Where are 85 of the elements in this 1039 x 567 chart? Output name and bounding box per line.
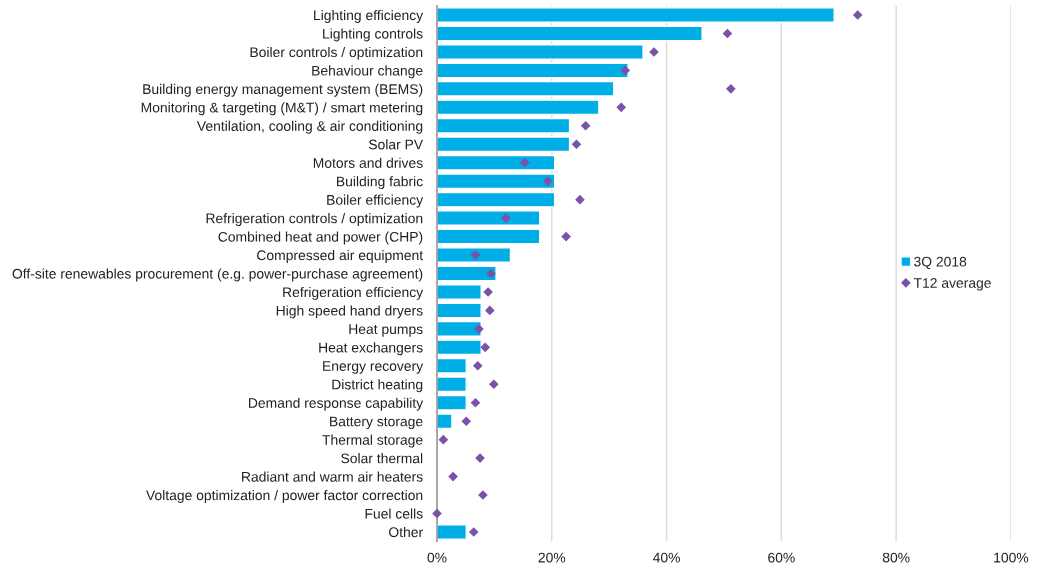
point <box>489 379 499 390</box>
bar <box>437 413 453 430</box>
point <box>542 176 553 186</box>
y-tick-label: Other <box>389 526 423 538</box>
point <box>580 120 591 131</box>
x-tick-label: 20% <box>538 552 566 563</box>
point <box>501 213 511 223</box>
bar <box>437 44 644 60</box>
y-tick-label: Refrigeration efficiency <box>283 286 424 300</box>
y-tick-label: District heating <box>332 379 423 393</box>
y-tick-label: Combined heat and power (CHP) <box>218 231 423 245</box>
y-tick-label: Battery storage <box>330 416 423 430</box>
x-tick-label: 80% <box>882 552 910 563</box>
point <box>726 84 736 94</box>
point <box>432 508 442 519</box>
bar <box>437 99 600 116</box>
point <box>486 268 496 279</box>
y-tick-label: Solar PV <box>368 139 424 150</box>
point <box>616 102 627 113</box>
bar <box>437 62 629 79</box>
y-tick-label: Radiant and warm air heaters <box>242 471 423 482</box>
y-tick-label: Fuel cells <box>365 508 423 519</box>
y-tick-label: Boiler efficiency <box>327 194 424 208</box>
point <box>571 139 582 150</box>
bar <box>437 339 482 356</box>
bar <box>437 320 482 337</box>
legend-label: 3Q 2018 <box>914 256 967 270</box>
y-tick-label: Demand response capability <box>249 397 424 411</box>
y-tick-label: Heat pumps <box>349 324 423 337</box>
point <box>480 342 491 353</box>
point <box>470 397 481 408</box>
bar <box>437 80 615 97</box>
bar <box>437 117 571 134</box>
y-tick-label: Compressed air equipment <box>257 250 424 263</box>
x-tick-label: 0% <box>427 552 447 563</box>
legend-label: T12 average <box>913 278 991 291</box>
point <box>461 416 472 427</box>
bar <box>437 136 571 153</box>
y-tick-label: Building energy management system (BEMS) <box>143 83 423 97</box>
bar <box>437 524 467 540</box>
bar <box>437 247 512 263</box>
y-tick-label: Solar thermal <box>341 453 423 464</box>
bar <box>437 265 497 282</box>
y-tick-label: Off-site renewables procurement (e.g. power-purchase agreement) <box>12 268 423 282</box>
point <box>620 65 631 76</box>
point <box>484 305 495 316</box>
point <box>561 231 571 242</box>
point <box>575 194 585 205</box>
y-tick-label: Heat exchangers <box>319 342 423 356</box>
bar <box>437 25 703 42</box>
x-tick-label: 100% <box>994 552 1029 563</box>
y-tick-label: Thermal storage <box>322 434 423 448</box>
x-tick-label: 40% <box>653 552 680 563</box>
bar <box>437 284 482 300</box>
bar <box>437 191 556 208</box>
bar <box>437 7 835 23</box>
y-tick-label: Lighting controls <box>323 28 423 42</box>
y-tick-label: Motors and drives <box>313 157 423 168</box>
bar <box>437 376 467 393</box>
y-tick-label: Energy recovery <box>323 361 424 374</box>
y-tick-label: Ventilation, cooling & air conditioning <box>196 120 423 134</box>
y-tick-label: Behaviour change <box>312 65 423 79</box>
point <box>470 250 481 260</box>
point <box>852 10 863 20</box>
y-tick-label: High speed hand dryers <box>276 305 423 319</box>
bar <box>437 154 556 171</box>
point <box>472 360 483 371</box>
point <box>438 434 449 445</box>
x-tick-label: 60% <box>768 552 795 563</box>
y-tick-label: Boiler controls / optimization <box>250 46 423 60</box>
bar <box>437 357 467 374</box>
bar <box>437 210 541 226</box>
point <box>448 471 458 482</box>
bar <box>437 173 556 190</box>
y-tick-label: Refrigeration controls / optimization <box>206 213 423 227</box>
y-tick-label: Voltage optimization / power factor correction <box>146 490 423 503</box>
point <box>474 324 484 334</box>
point <box>468 527 479 537</box>
bar <box>437 228 541 245</box>
point <box>520 157 530 168</box>
y-tick-label: Monitoring & targeting (M&T) / smart metering <box>141 102 423 116</box>
y-tick-label: Lighting efficiency <box>314 9 424 23</box>
bar <box>437 394 467 411</box>
bar <box>437 302 482 319</box>
y-tick-label: Building fabric <box>337 176 423 190</box>
